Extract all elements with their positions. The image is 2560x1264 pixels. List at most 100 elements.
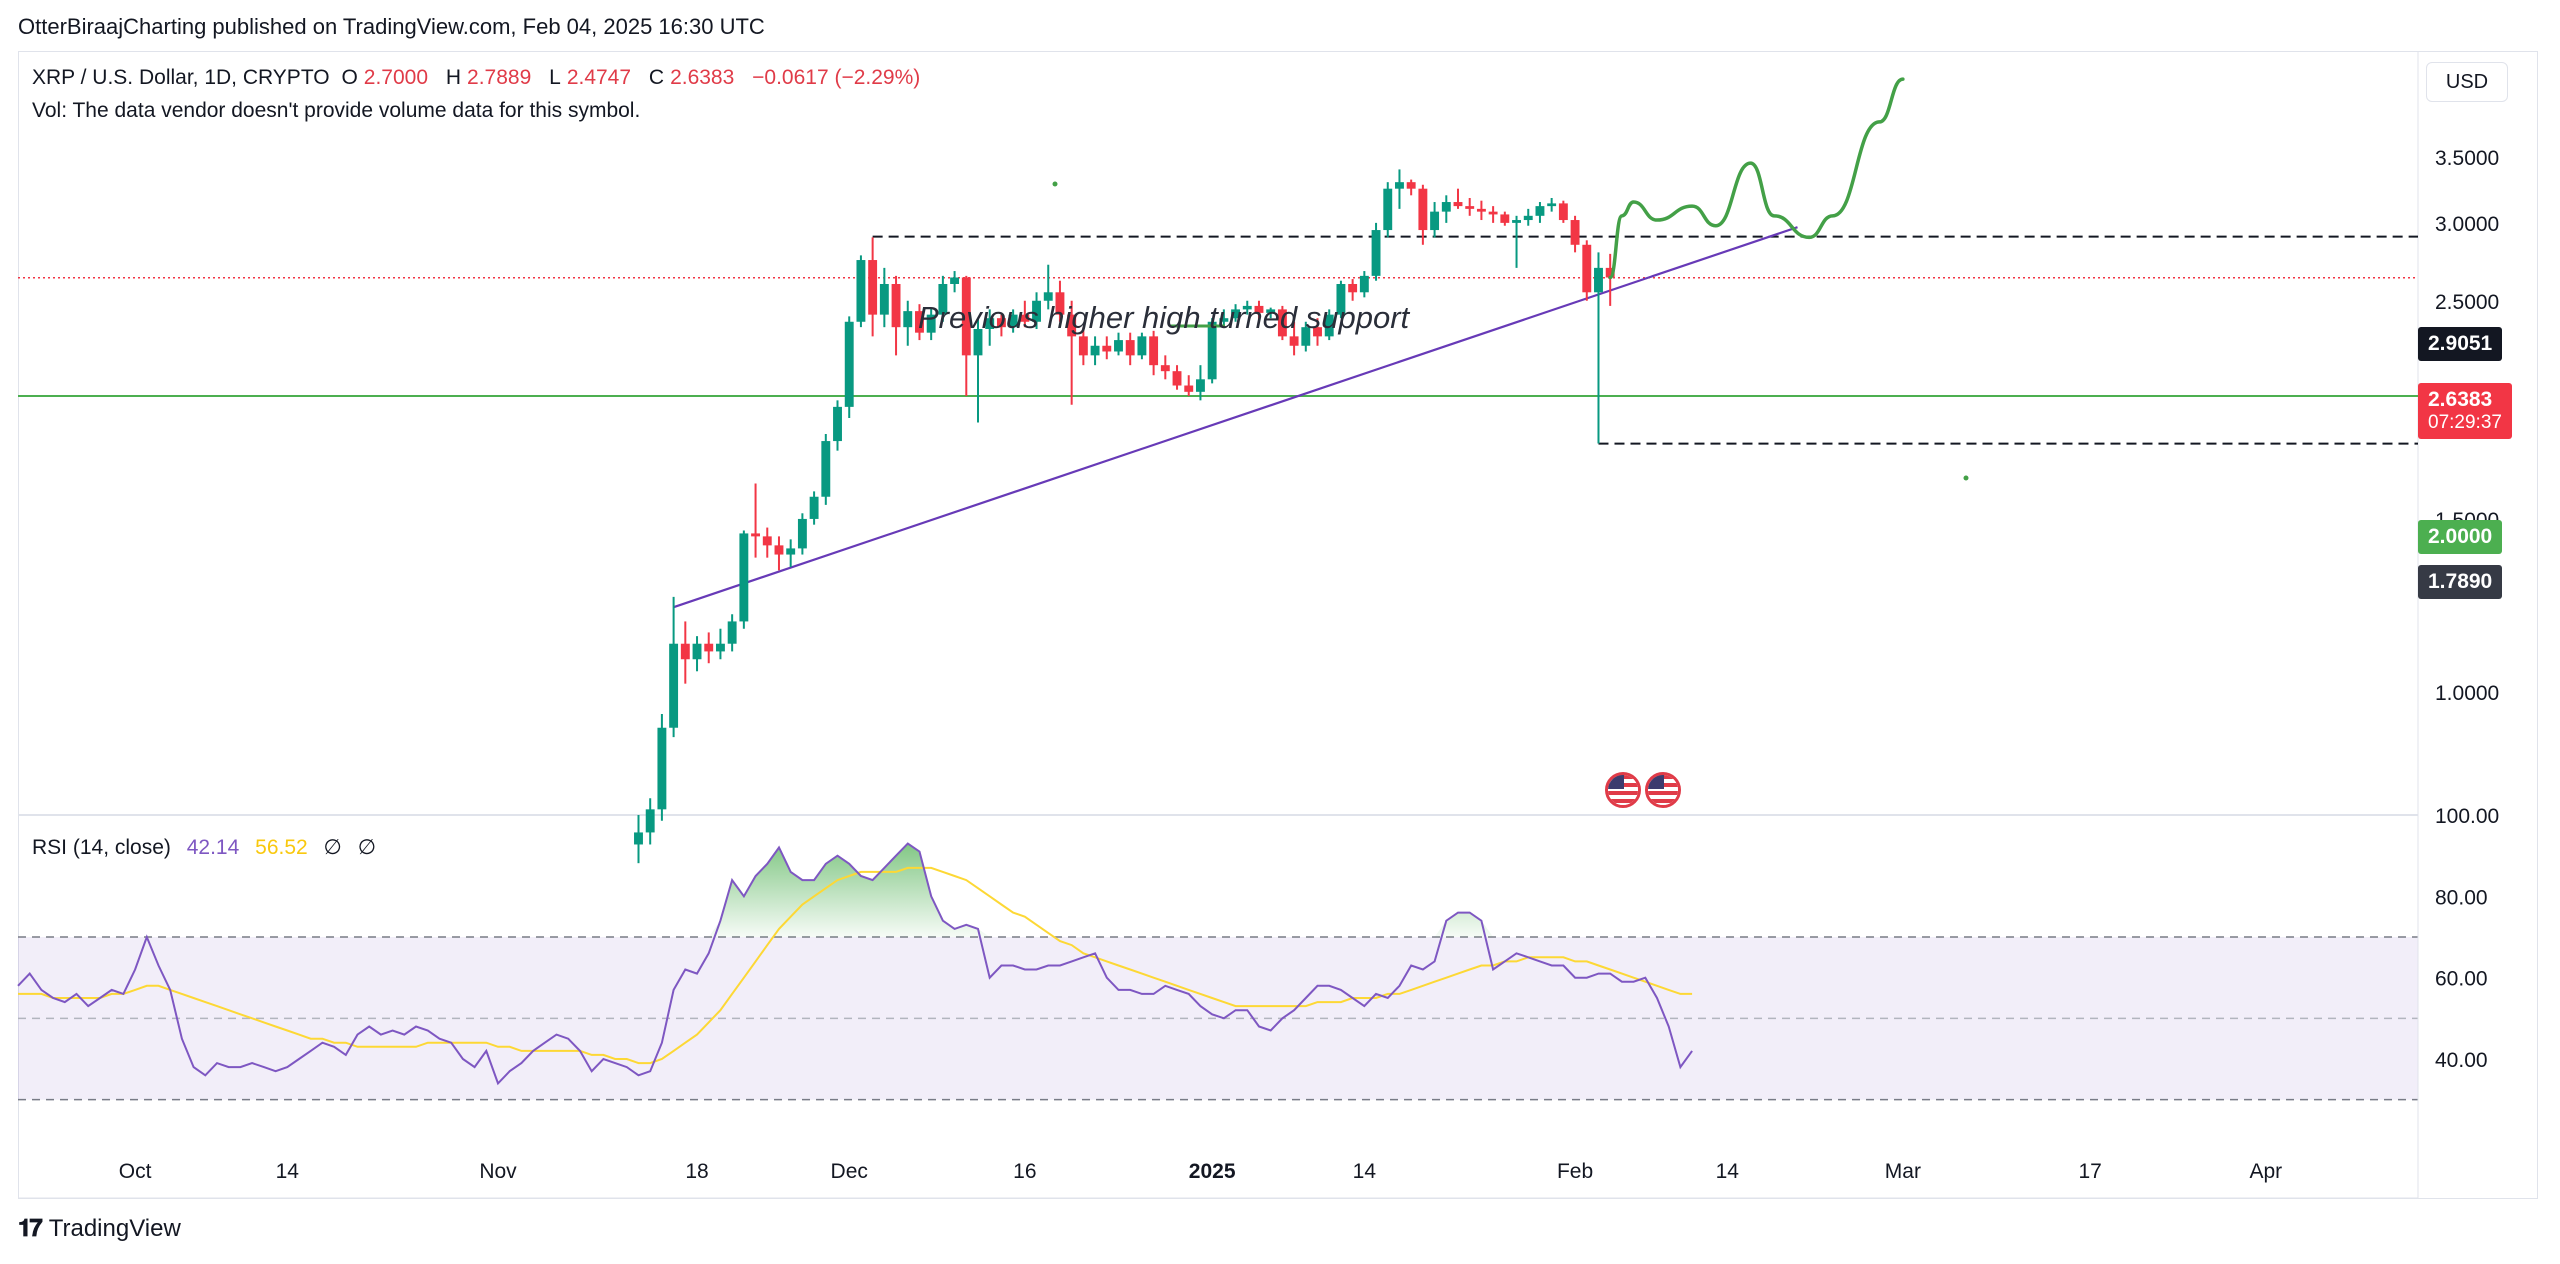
- candle-body: [938, 283, 948, 315]
- annotation-text[interactable]: Previous higher high turned support: [918, 300, 1410, 335]
- candle-body: [1020, 314, 1030, 322]
- us-flag-event-icon[interactable]: [1645, 772, 1681, 808]
- us-flag-event-icon[interactable]: [1605, 772, 1641, 808]
- candle-body: [1313, 327, 1322, 337]
- rsi-pane: [17, 842, 1693, 1086]
- candle-body: [996, 318, 1006, 328]
- candle-body: [903, 311, 913, 328]
- volume-note: Vol: The data vendor doesn't provide vol…: [32, 99, 641, 122]
- ohlc-open: O 2.7000: [341, 66, 429, 89]
- candle-body: [1465, 206, 1475, 209]
- price-tag-current: 2.6383 07:29:37: [2418, 383, 2512, 439]
- candle-body: [1336, 283, 1346, 315]
- candle-body: [1348, 283, 1358, 293]
- candles: [634, 169, 1615, 864]
- candle-body: [1231, 309, 1241, 319]
- candle-body: [727, 621, 737, 644]
- candle-body: [715, 643, 725, 652]
- candle-body: [1523, 215, 1533, 221]
- candle-body: [1582, 244, 1592, 293]
- time-tick-label: 2025: [1189, 1160, 1236, 1183]
- price-tag-resistance: 2.9051: [2418, 327, 2503, 361]
- rsi-background: [18, 936, 2418, 1101]
- rsi-label: RSI (14, close): [32, 836, 171, 859]
- symbol-name: XRP / U.S. Dollar, 1D, CRYPTO: [32, 66, 330, 89]
- candle-body: [833, 406, 842, 442]
- candle-body: [926, 314, 936, 333]
- candle-body: [1512, 220, 1521, 223]
- candle-body: [692, 643, 702, 660]
- time-tick-label: Nov: [479, 1160, 517, 1183]
- time-tick-label: Apr: [2249, 1160, 2282, 1183]
- price-tick-label: 3.0000: [2435, 213, 2499, 236]
- candle-body: [1476, 208, 1486, 212]
- candle-body: [797, 518, 807, 549]
- candle-body: [985, 318, 995, 330]
- candle-body: [973, 329, 983, 356]
- grid: [18, 51, 2419, 1199]
- candle-body: [1535, 206, 1545, 216]
- candle-body: [762, 536, 772, 546]
- candle-body: [1395, 182, 1404, 189]
- candle-body: [1090, 345, 1100, 356]
- publisher-line: OtterBiraajCharting published on Trading…: [18, 14, 765, 39]
- price-tick-label: 1.0000: [2435, 682, 2499, 705]
- rsi-line: [17, 842, 1693, 1086]
- candle-body: [1453, 202, 1463, 207]
- rsi-ma-value: 56.52: [255, 836, 308, 859]
- time-tick-label: 16: [1013, 1160, 1036, 1183]
- candle-body: [1605, 267, 1615, 278]
- ohlc-high: H 2.7889: [445, 66, 532, 89]
- time-tick-label: Oct: [119, 1160, 152, 1183]
- candle-body: [1418, 188, 1428, 231]
- candle-body: [669, 643, 679, 728]
- candle-body: [1008, 314, 1018, 328]
- price-tick-label: 2.5000: [2435, 291, 2499, 314]
- projected-path: [1608, 77, 1905, 280]
- rsi-ma-line: [18, 866, 1693, 1065]
- candle-body: [868, 260, 878, 315]
- candle-body: [1078, 336, 1088, 356]
- candle-body: [1594, 267, 1603, 293]
- time-tick-label: Mar: [1885, 1160, 1921, 1183]
- candle-body: [1289, 336, 1299, 346]
- marker-dot: [1963, 475, 1969, 481]
- currency-button[interactable]: USD: [2426, 62, 2508, 102]
- candle-body: [821, 441, 831, 497]
- marker-dot: [1052, 181, 1058, 187]
- candle-body: [1277, 309, 1287, 337]
- time-tick-label: Feb: [1557, 1160, 1593, 1183]
- rsi-tick-label: 60.00: [2435, 968, 2488, 991]
- projection-path: [1052, 77, 1969, 481]
- candle-body: [879, 283, 889, 315]
- candle-body: [657, 727, 667, 810]
- footer-brand[interactable]: 𝟏𝟕 TradingView: [18, 1215, 181, 1243]
- candle-body: [1547, 203, 1557, 207]
- rsi-legend: RSI (14, close) 42.14 56.52 ∅ ∅: [32, 835, 386, 860]
- time-tick-label: 14: [1353, 1160, 1377, 1183]
- candle-body: [1195, 379, 1205, 392]
- footer-brand-text: TradingView: [48, 1215, 181, 1242]
- candle-body: [739, 533, 749, 622]
- time-tick-label: 14: [1716, 1160, 1740, 1183]
- candle-body: [1160, 365, 1170, 372]
- candle-body: [1441, 202, 1451, 212]
- rsi-tick-label: 40.00: [2435, 1049, 2488, 1072]
- candle-body: [1207, 321, 1217, 380]
- candle-body: [950, 277, 960, 284]
- candle-body: [1301, 327, 1311, 346]
- price-levels: [18, 235, 2418, 445]
- candle-body: [1406, 182, 1416, 189]
- time-tick-label: 14: [276, 1160, 300, 1183]
- ohlc-low: L 2.4747: [549, 66, 632, 89]
- candle-body: [786, 548, 796, 555]
- rsi-tick-label: 80.00: [2435, 886, 2488, 909]
- axes: 1.00001.50002.00002.50003.00003.500040.0…: [119, 147, 2499, 1183]
- candle-body: [891, 283, 901, 328]
- candle-body: [809, 496, 819, 519]
- time-tick-label: 17: [2079, 1160, 2102, 1183]
- time-tick-label: Dec: [831, 1160, 868, 1183]
- candle-body: [1570, 220, 1580, 245]
